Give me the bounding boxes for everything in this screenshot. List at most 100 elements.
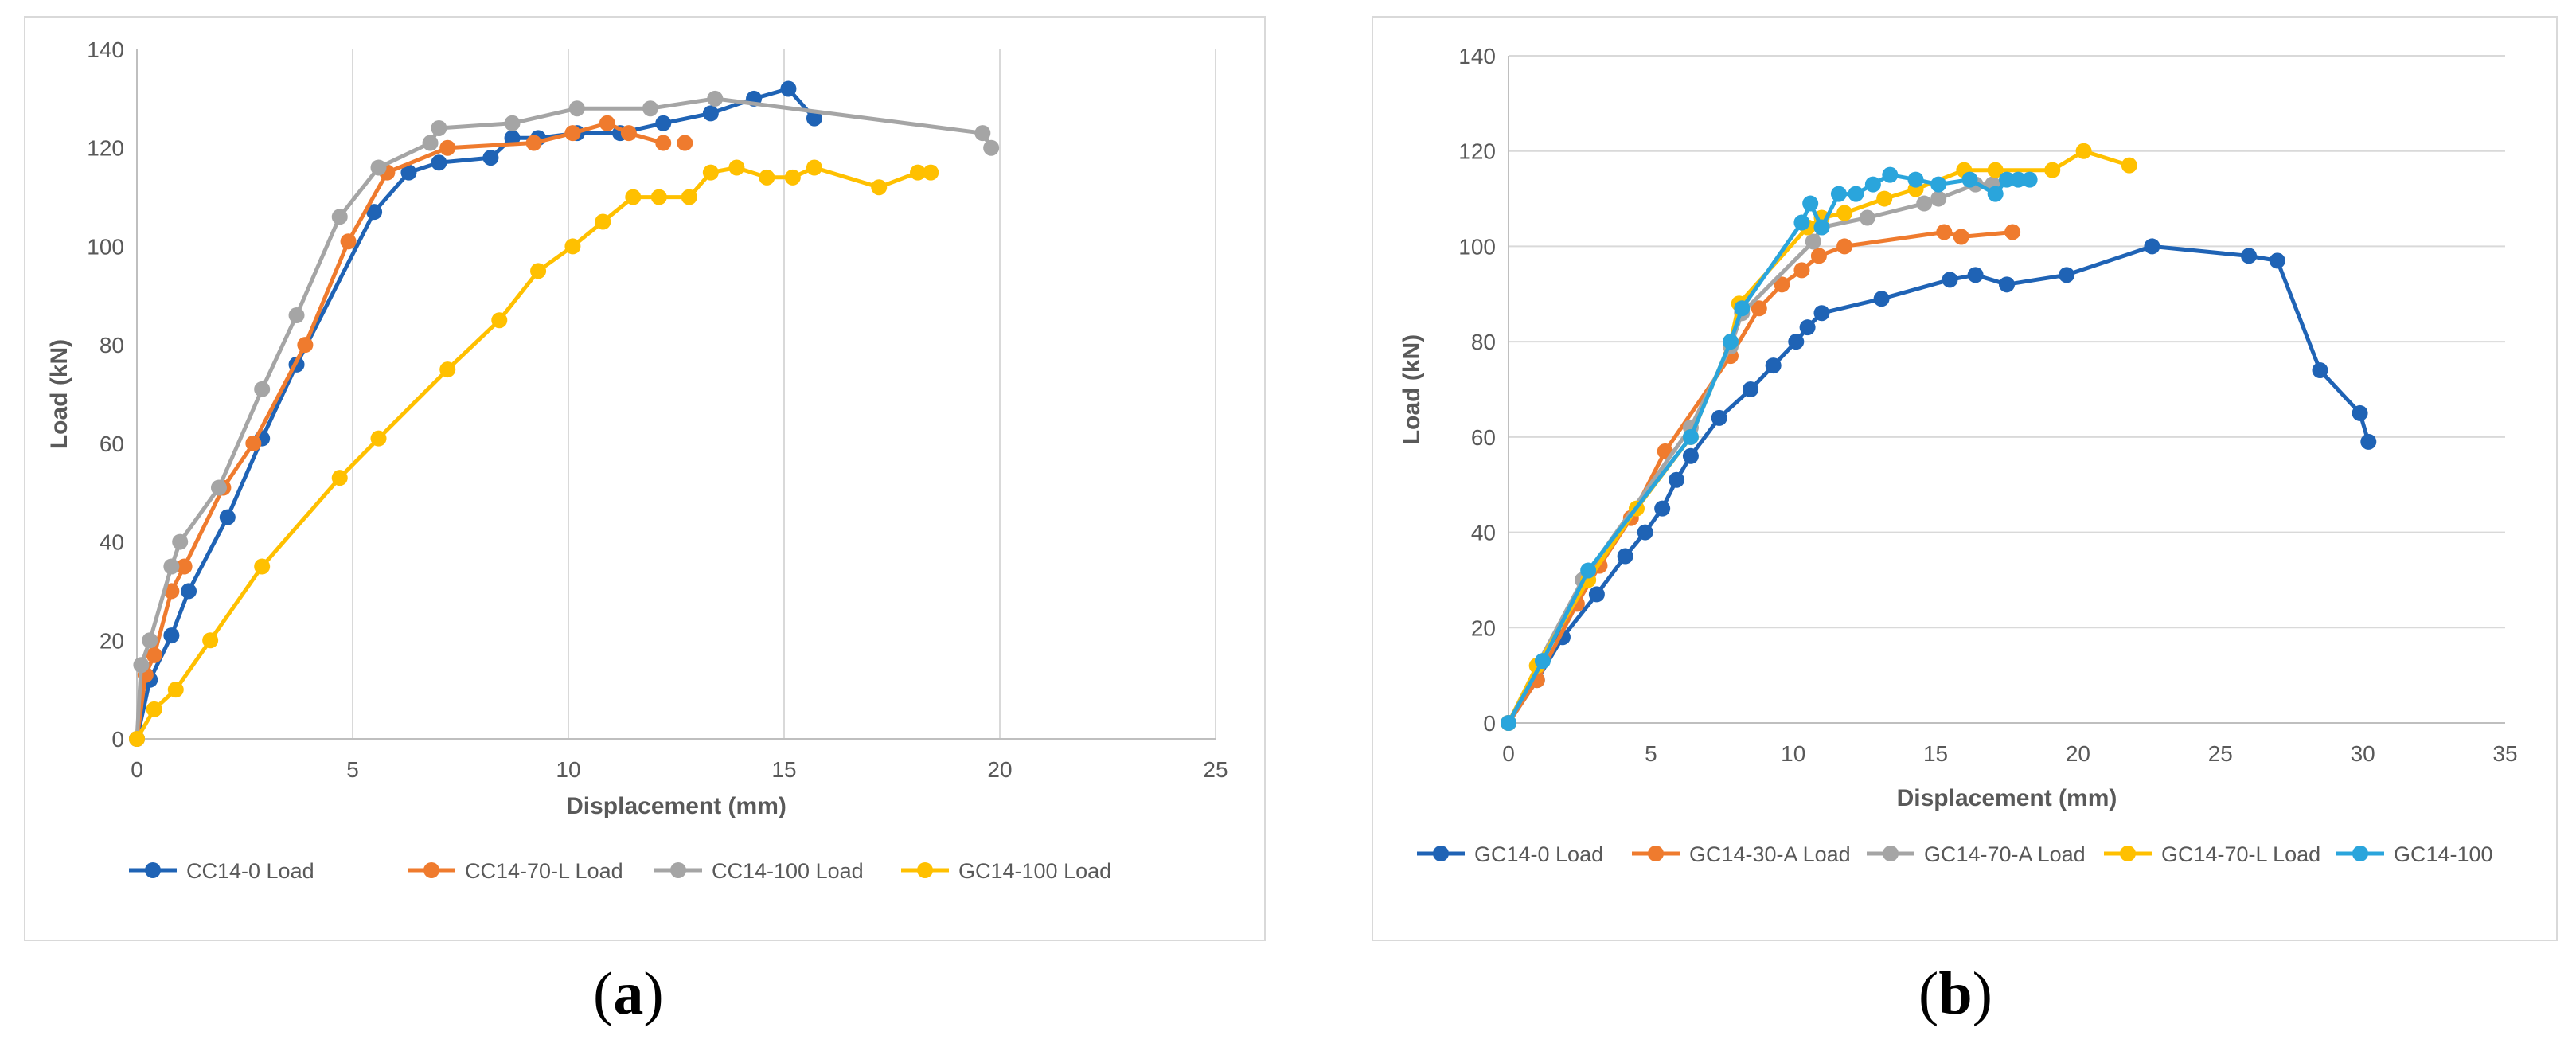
chart-b-series-5-point (1999, 171, 2015, 188)
chart-a-legend-marker-2 (423, 862, 439, 878)
chart-a-series-4-point (129, 731, 145, 747)
chart-a-series-2-point (439, 139, 456, 156)
chart-b-series-2-point (1936, 224, 1953, 240)
chart-b-series-5-point (1961, 171, 1978, 188)
chart-b-y-tick-label: 20 (1471, 615, 1496, 640)
caption-b-letter: b (1938, 960, 1973, 1027)
chart-a-series-3-point (133, 657, 150, 674)
chart-b-series-1-point (1942, 272, 1958, 288)
chart-a-y-tick-label: 120 (87, 136, 124, 161)
chart-a-series-2-point (297, 337, 314, 354)
chart-b-series-4-point (1876, 190, 1893, 207)
chart-a-series-line-3 (135, 96, 993, 740)
chart-b-series-1-point (1617, 548, 1633, 565)
chart-a-legend-marker-4 (917, 862, 933, 878)
chart-b-series-1-point (1588, 586, 1605, 603)
chart-b-legend-label-5: GC14-100 (2394, 842, 2493, 866)
chart-a-series-3-point (331, 209, 348, 225)
chart-b-series-1-point (1682, 447, 1699, 464)
chart-b-series-5-point (1793, 214, 1810, 231)
chart-b-legend-label-3: GC14-70-A Load (1924, 842, 2086, 866)
chart-b-legend-marker-1 (1433, 846, 1449, 861)
chart-a-series-1-point (219, 509, 236, 525)
chart-a-series-3-point (142, 632, 158, 649)
chart-b-series-2-point (1793, 262, 1810, 279)
chart-b-series-4-point (2075, 143, 2092, 159)
chart-b-x-tick-label: 20 (2066, 741, 2090, 766)
chart-a-y-tick-label: 140 (87, 37, 124, 62)
chart-a-legend-label-1: CC14-0 Load (186, 859, 314, 883)
chart-b-x-tick-label: 10 (1781, 741, 1805, 766)
chart-a-series-line-2 (135, 121, 664, 740)
chart-a-series-4-point (439, 361, 456, 378)
chart-b-series-2-point (2004, 224, 2021, 240)
chart-b-series-2-point (1774, 276, 1790, 293)
chart-b-series-1-point (2144, 238, 2160, 255)
chart-b-series-line-1 (1506, 244, 2371, 725)
chart-a-x-axis-title: Displacement (mm) (566, 793, 786, 819)
chart-b-series-2-point (1810, 248, 1827, 264)
chart-b-series-5-point (1930, 176, 1947, 193)
chart-b-series-4-point (2044, 162, 2061, 178)
chart-a-series-4-point (625, 189, 642, 205)
chart-a-x-tick-label: 15 (771, 757, 796, 782)
chart-b-series-5-point (1907, 171, 1924, 188)
chart-a-series-1-point (181, 583, 197, 600)
chart-a-x-tick-label: 10 (556, 757, 580, 782)
chart-b-series-1-point (1637, 524, 1653, 541)
chart-b-series-3-point (1916, 195, 1933, 212)
chart-b-series-1-point (1711, 409, 1727, 426)
chart-a-series-4-point (702, 164, 719, 181)
chart-b-series-1-point (2241, 248, 2258, 264)
chart-b-series-5-point (1534, 653, 1551, 670)
chart-b-legend-marker-5 (2352, 846, 2368, 861)
chart-b-series-4-point (2121, 157, 2137, 174)
chart-a-series-1-point (163, 627, 180, 644)
chart-a-series-1-point (366, 204, 383, 221)
chart-a-x-tick-label: 5 (346, 757, 359, 782)
caption-a-open: ( (593, 960, 614, 1027)
chart-a-series-2-point (146, 647, 162, 663)
chart-b-series-1-point (2312, 362, 2328, 379)
chart-b-series-line-5 (1506, 173, 2030, 725)
chart-b-y-tick-label: 60 (1471, 425, 1496, 450)
caption-b-open: ( (1918, 960, 1939, 1027)
chart-b-series-5-point (1848, 186, 1864, 202)
chart-a-series-3-point (707, 90, 724, 107)
chart-b-legend-marker-3 (1883, 846, 1899, 861)
chart-b-series-1-point (1813, 305, 1830, 322)
chart-b-series-1-point (2269, 252, 2285, 269)
chart-b-series-2-point (1751, 300, 1767, 317)
chart-a-series-2-point (677, 135, 693, 151)
chart-a-series-1-point (702, 105, 719, 122)
chart-b-series-1-point (2360, 433, 2377, 450)
chart-b-series-1-point (1999, 276, 2015, 293)
chart-a-series-3-point (983, 139, 1000, 156)
chart-a-legend-label-4: GC14-100 Load (958, 859, 1111, 883)
panel-caption-a: (a) (593, 959, 664, 1029)
chart-a-series-line-1 (135, 87, 816, 740)
chart-b-series-1-point (1765, 357, 1782, 374)
chart-b-y-tick-label: 0 (1483, 711, 1496, 736)
chart-a-series-4-point (202, 632, 219, 649)
chart-a-y-tick-label: 0 (111, 727, 124, 752)
chart-b-series-1-point (1788, 334, 1805, 350)
chart-b-y-tick-label: 80 (1471, 330, 1496, 354)
chart-a-legend-marker-3 (670, 862, 686, 878)
chart-a-series-3-point (163, 558, 180, 575)
panel-caption-b: (b) (1918, 959, 1992, 1029)
chart-a-series-4-point (923, 164, 939, 181)
chart-a-series-4-point (759, 169, 775, 186)
caption-a-letter: a (613, 960, 644, 1027)
chart-b-series-5-point (1864, 176, 1881, 193)
chart-b-series-2-point (1953, 229, 1969, 245)
chart-a-series-1-point (482, 150, 499, 166)
chart-a-series-2-point (245, 435, 262, 451)
chart-a-series-4-point (910, 164, 927, 181)
chart-b-series-5-point (2021, 171, 2038, 188)
chart-a-x-tick-label: 0 (131, 757, 143, 782)
chart-a-series-4-point (370, 430, 387, 447)
chart-a-legend-label-2: CC14-70-L Load (465, 859, 623, 883)
chart-a-series-4-point (871, 179, 888, 196)
chart-a-series-2-point (525, 135, 542, 151)
